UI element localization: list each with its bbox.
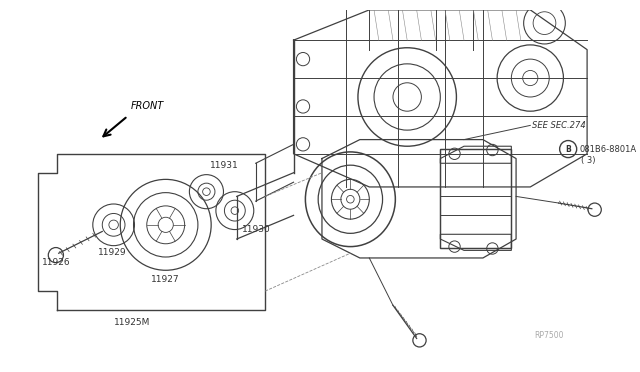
- Text: SEE SEC.274: SEE SEC.274: [532, 121, 586, 130]
- Text: ( 3): ( 3): [581, 156, 596, 165]
- Text: B: B: [565, 145, 571, 154]
- Text: 081B6-8801A: 081B6-8801A: [580, 145, 637, 154]
- Bar: [440, 149, 511, 248]
- Text: 11929: 11929: [99, 248, 127, 257]
- Text: 11926: 11926: [42, 258, 71, 267]
- Text: 11925M: 11925M: [115, 318, 151, 327]
- Text: 11930: 11930: [241, 225, 270, 234]
- Bar: [440, 149, 511, 248]
- Text: 11927: 11927: [152, 275, 180, 284]
- Text: RP7500: RP7500: [534, 331, 564, 340]
- Text: FRONT: FRONT: [131, 101, 164, 111]
- Text: 11931: 11931: [210, 161, 239, 170]
